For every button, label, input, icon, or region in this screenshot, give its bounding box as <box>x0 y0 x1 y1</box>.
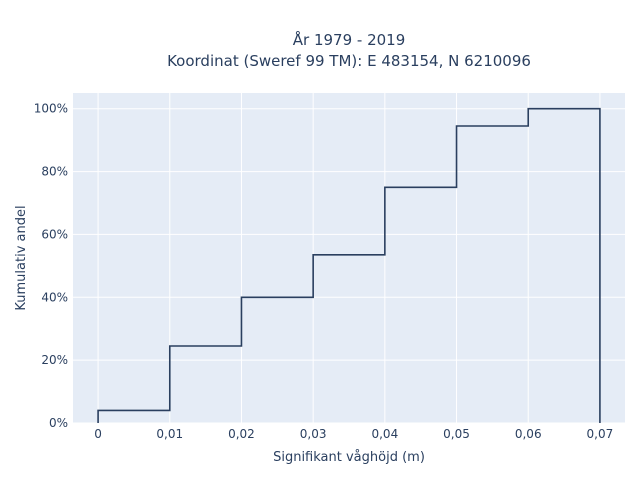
series-group <box>97 107 601 423</box>
chart-title-line-2: Koordinat (Sweref 99 TM): E 483154, N 62… <box>167 52 531 70</box>
x-tick-label: 0,01 <box>156 427 183 441</box>
y-tick-label: 0% <box>49 416 68 430</box>
y-axis-label: Kumulativ andel <box>14 205 29 310</box>
y-tick-label: 100% <box>34 102 68 116</box>
x-tick-label: 0,02 <box>228 427 255 441</box>
x-tick-label: 0 <box>94 427 102 441</box>
x-tick-label: 0,04 <box>371 427 398 441</box>
cumulative-step-line <box>97 107 601 423</box>
x-axis-label: Signifikant våghöjd (m) <box>273 450 425 465</box>
x-tick-label: 0,06 <box>515 427 542 441</box>
x-tick-label: 0,03 <box>300 427 327 441</box>
x-tick-label: 0,07 <box>587 427 614 441</box>
chart-title-line-1: År 1979 - 2019 <box>293 30 406 49</box>
x-tick-label: 0,05 <box>443 427 470 441</box>
y-tick-label: 80% <box>41 165 68 179</box>
y-tick-labels: 0% 20% 40% 60% 80% 100% <box>34 102 68 430</box>
x-tick-labels: 0 0,01 0,02 0,03 0,04 0,05 0,06 0,07 <box>94 427 613 441</box>
y-tick-label: 20% <box>41 353 68 367</box>
chart-title: År 1979 - 2019 Koordinat (Sweref 99 TM):… <box>167 30 531 70</box>
y-tick-label: 40% <box>41 290 68 304</box>
y-tick-label: 60% <box>41 227 68 241</box>
plot-area <box>73 93 625 423</box>
